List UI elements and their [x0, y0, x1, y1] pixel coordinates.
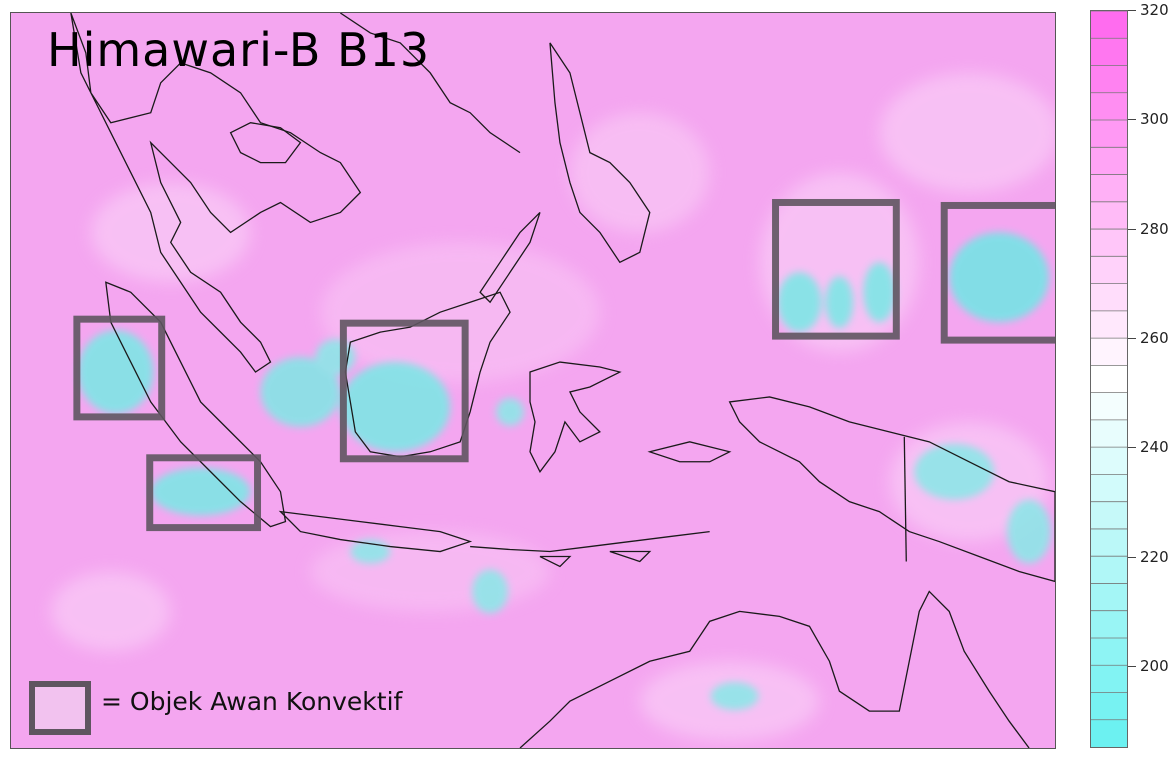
convective-box-pacific-east: [940, 201, 1055, 344]
colorbar-step: [1091, 692, 1127, 721]
colorbar-step: [1091, 610, 1127, 639]
colorbar-tick: [1128, 228, 1136, 230]
coast-bali-lombok: [539, 550, 652, 568]
coast-java: [278, 510, 473, 553]
colorbar-step: [1091, 120, 1127, 148]
colorbar-step: [1091, 365, 1127, 394]
coast-china-south: [340, 13, 521, 154]
colorbar-step: [1091, 65, 1127, 94]
colorbar-tick: [1128, 666, 1136, 667]
colorbar-step: [1091, 11, 1127, 39]
coast-hainan: [229, 122, 302, 164]
colorbar-step: [1091, 528, 1127, 557]
coastlines: [70, 13, 1055, 748]
colorbar-step: [1091, 256, 1127, 285]
temperature-colorbar: [1090, 10, 1128, 748]
colorbar-tick-label: 280: [1140, 219, 1169, 238]
colorbar-step: [1091, 174, 1127, 203]
cold-cloud-tops: [77, 232, 1052, 711]
coast-new-guinea: [728, 396, 1055, 583]
colorbar-step: [1091, 637, 1127, 666]
colorbar-step: [1091, 38, 1127, 67]
colorbar-step: [1091, 283, 1127, 312]
colorbar-step: [1091, 392, 1127, 421]
convective-object-boxes: [73, 198, 1055, 532]
colorbar-step: [1091, 556, 1127, 584]
coast-indochina: [70, 13, 362, 373]
colorbar-tick: [1128, 447, 1136, 449]
colorbar-step: [1091, 338, 1127, 366]
map-canvas: [11, 13, 1055, 748]
colorbar-tick: [1128, 119, 1136, 121]
legend-label: = Objek Awan Konvektif: [101, 687, 403, 716]
coast-png-border: [903, 436, 907, 562]
convective-box-sumatra-south: [146, 454, 262, 532]
colorbar-step: [1091, 583, 1127, 612]
colorbar-step: [1091, 201, 1127, 230]
colorbar-tick-label: 260: [1140, 329, 1169, 347]
colorbar-step: [1091, 665, 1127, 693]
legend-swatch: [29, 681, 91, 735]
coast-borneo: [344, 291, 511, 458]
colorbar-step: [1091, 719, 1127, 747]
colorbar-tick-label: 240: [1140, 438, 1169, 457]
colorbar-step: [1091, 419, 1127, 448]
convective-box-pacific-west: [772, 198, 900, 340]
colorbar-step: [1091, 229, 1127, 257]
colorbar-tick: [1128, 338, 1136, 339]
colorbar-tick-label: 200: [1140, 657, 1169, 675]
coast-sulawesi: [529, 361, 622, 473]
colorbar-step: [1091, 447, 1127, 475]
convective-box-borneo: [339, 319, 469, 463]
colorbar-tick: [1128, 556, 1136, 558]
coast-palawan: [479, 211, 541, 304]
colorbar-step: [1091, 501, 1127, 530]
colorbar-gradient: [1091, 11, 1127, 747]
colorbar-tick-label: 220: [1140, 547, 1169, 566]
coast-lesser-sunda: [470, 530, 710, 553]
coast-sumatra: [105, 281, 287, 528]
convective-box-sumatra-north: [73, 315, 166, 421]
colorbar-step: [1091, 92, 1127, 121]
coast-australia: [519, 590, 1030, 748]
satellite-map: Himawari-B B13 = Objek Awan Konvektif: [10, 12, 1056, 749]
colorbar-tick: [1128, 10, 1136, 11]
map-title: Himawari-B B13: [47, 23, 431, 77]
colorbar-step: [1091, 310, 1127, 339]
colorbar-tick-label: 300: [1140, 110, 1169, 129]
coast-philippines: [549, 42, 651, 264]
colorbar-step: [1091, 147, 1127, 176]
colorbar-tick-label: 320: [1140, 1, 1169, 19]
coast-maluku: [647, 441, 732, 463]
colorbar-step: [1091, 474, 1127, 503]
